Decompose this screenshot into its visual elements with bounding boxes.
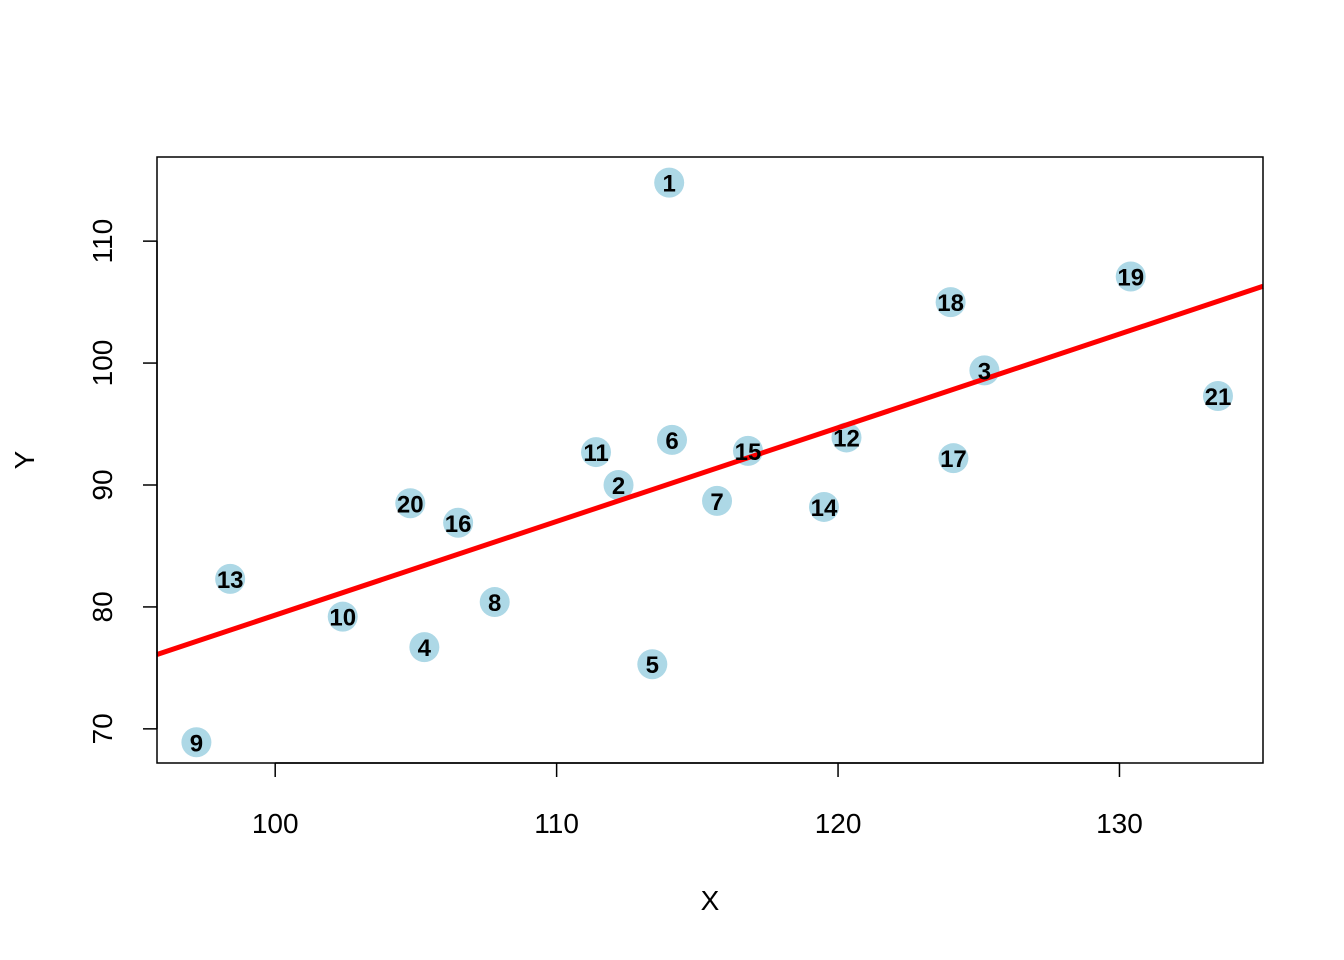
data-point	[443, 507, 474, 538]
data-point	[581, 437, 612, 468]
x-axis-label: X	[701, 885, 720, 916]
y-axis: 70 80 90 100 110	[87, 219, 158, 744]
point-label: 16	[445, 511, 472, 538]
point-label: 13	[217, 567, 244, 594]
data-point	[938, 443, 969, 474]
data-point	[181, 727, 212, 758]
regression-line	[156, 283, 1264, 657]
data-point	[1202, 380, 1233, 411]
data-point	[1115, 261, 1146, 292]
data-point	[808, 491, 839, 522]
data-point	[935, 287, 966, 318]
x-axis: 100 110 120 130	[252, 762, 1143, 839]
point-label: 3	[978, 358, 991, 385]
point-label: 10	[329, 605, 356, 632]
data-point	[409, 632, 440, 663]
point-label: 15	[735, 439, 762, 466]
data-point	[479, 587, 510, 618]
point-label: 7	[710, 489, 723, 516]
point-label: 4	[418, 635, 432, 662]
y-tick-label: 70	[87, 713, 118, 744]
data-point	[327, 601, 358, 632]
point-label: 5	[646, 652, 659, 679]
point-label: 21	[1205, 384, 1232, 411]
point-label: 8	[488, 590, 501, 617]
x-tick-label: 110	[534, 808, 579, 839]
point-label: 19	[1117, 264, 1144, 291]
point-label: 12	[833, 425, 860, 452]
data-point	[654, 167, 685, 198]
point-label: 11	[583, 440, 608, 467]
x-tick-label: 130	[1096, 808, 1143, 839]
point-label: 6	[665, 428, 678, 455]
point-label: 18	[937, 290, 964, 317]
data-point	[603, 469, 634, 500]
data-point	[657, 424, 688, 455]
y-tick-label: 90	[87, 469, 118, 500]
y-axis-label: Y	[9, 450, 40, 469]
y-tick-label: 100	[87, 340, 118, 387]
point-label: 1	[663, 171, 676, 198]
data-point	[395, 488, 426, 519]
y-tick-label: 80	[87, 591, 118, 622]
point-label: 2	[612, 473, 625, 500]
y-tick-label: 110	[87, 219, 118, 264]
point-label: 9	[190, 730, 203, 757]
x-tick-label: 120	[815, 808, 862, 839]
point-label: 14	[811, 495, 838, 522]
point-label: 17	[940, 446, 967, 473]
x-tick-label: 100	[252, 808, 299, 839]
plot-frame	[156, 156, 1264, 764]
point-label: 20	[397, 491, 424, 518]
data-point	[702, 485, 733, 516]
data-point	[215, 563, 246, 594]
data-point	[637, 649, 668, 680]
